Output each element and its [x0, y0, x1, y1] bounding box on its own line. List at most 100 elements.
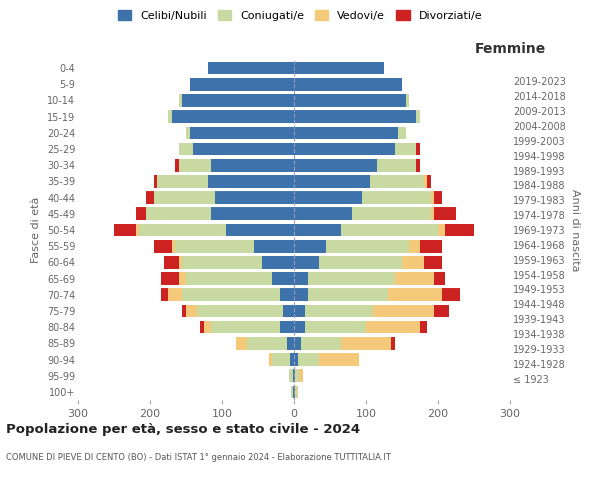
Bar [294, 94, 406, 107]
Bar [341, 337, 391, 349]
Bar [341, 224, 438, 236]
Bar [294, 159, 377, 172]
Bar [211, 321, 280, 334]
Bar [409, 240, 420, 252]
Bar [294, 337, 301, 349]
Bar [294, 192, 362, 204]
Bar [299, 370, 302, 382]
Bar [377, 159, 416, 172]
Bar [161, 272, 179, 285]
Bar [211, 159, 294, 172]
Bar [172, 240, 175, 252]
Bar [416, 142, 420, 156]
Bar [168, 288, 182, 301]
Bar [431, 208, 434, 220]
Bar [190, 126, 294, 139]
Legend: Celibi/Nubili, Coniugati/e, Vedovi/e, Divorziati/e: Celibi/Nubili, Coniugati/e, Vedovi/e, Di… [116, 8, 484, 23]
Bar [297, 386, 298, 398]
Bar [416, 110, 420, 123]
Bar [290, 353, 294, 366]
Bar [293, 386, 294, 398]
Bar [294, 272, 308, 285]
Bar [182, 94, 294, 107]
Bar [362, 192, 431, 204]
Bar [388, 288, 442, 301]
Bar [416, 159, 420, 172]
Bar [295, 386, 297, 398]
Bar [402, 256, 424, 268]
Bar [294, 208, 352, 220]
Bar [373, 304, 434, 318]
Bar [287, 337, 294, 349]
Bar [236, 337, 247, 349]
Bar [308, 288, 388, 301]
Bar [294, 175, 370, 188]
Bar [391, 337, 395, 349]
Bar [294, 126, 398, 139]
Bar [161, 288, 168, 301]
Bar [272, 353, 290, 366]
Bar [398, 126, 406, 139]
Bar [280, 321, 294, 334]
Bar [193, 142, 294, 156]
Bar [305, 321, 366, 334]
Bar [254, 240, 294, 252]
Bar [294, 110, 416, 123]
Text: Popolazione per età, sesso e stato civile - 2024: Popolazione per età, sesso e stato civil… [6, 422, 360, 436]
Bar [434, 272, 445, 285]
Bar [175, 159, 179, 172]
Bar [301, 337, 341, 349]
Bar [272, 272, 294, 285]
Bar [395, 142, 416, 156]
Bar [294, 78, 402, 90]
Bar [308, 272, 395, 285]
Bar [157, 175, 208, 188]
Bar [139, 224, 226, 236]
Bar [352, 208, 431, 220]
Bar [438, 224, 445, 236]
Bar [445, 224, 474, 236]
Bar [247, 337, 287, 349]
Y-axis label: Fasce di età: Fasce di età [31, 197, 41, 263]
Bar [168, 110, 172, 123]
Bar [434, 192, 442, 204]
Bar [200, 321, 204, 334]
Bar [154, 175, 157, 188]
Bar [204, 321, 211, 334]
Bar [186, 126, 190, 139]
Bar [262, 256, 294, 268]
Bar [269, 353, 272, 366]
Bar [406, 94, 409, 107]
Bar [370, 175, 424, 188]
Bar [136, 224, 139, 236]
Bar [182, 288, 280, 301]
Bar [289, 370, 293, 382]
Bar [179, 142, 193, 156]
Text: Femmine: Femmine [475, 42, 545, 56]
Bar [319, 353, 359, 366]
Bar [294, 224, 341, 236]
Bar [442, 288, 460, 301]
Bar [179, 272, 186, 285]
Bar [294, 370, 295, 382]
Bar [294, 353, 298, 366]
Bar [420, 240, 442, 252]
Bar [427, 175, 431, 188]
Bar [424, 256, 442, 268]
Bar [208, 62, 294, 74]
Bar [434, 208, 456, 220]
Bar [294, 142, 395, 156]
Bar [298, 353, 319, 366]
Bar [154, 240, 172, 252]
Bar [211, 208, 294, 220]
Bar [190, 78, 294, 90]
Bar [283, 304, 294, 318]
Bar [434, 304, 449, 318]
Bar [294, 304, 305, 318]
Bar [305, 304, 373, 318]
Bar [179, 94, 182, 107]
Bar [294, 62, 384, 74]
Bar [114, 224, 136, 236]
Y-axis label: Anni di nascita: Anni di nascita [569, 188, 580, 271]
Bar [280, 288, 294, 301]
